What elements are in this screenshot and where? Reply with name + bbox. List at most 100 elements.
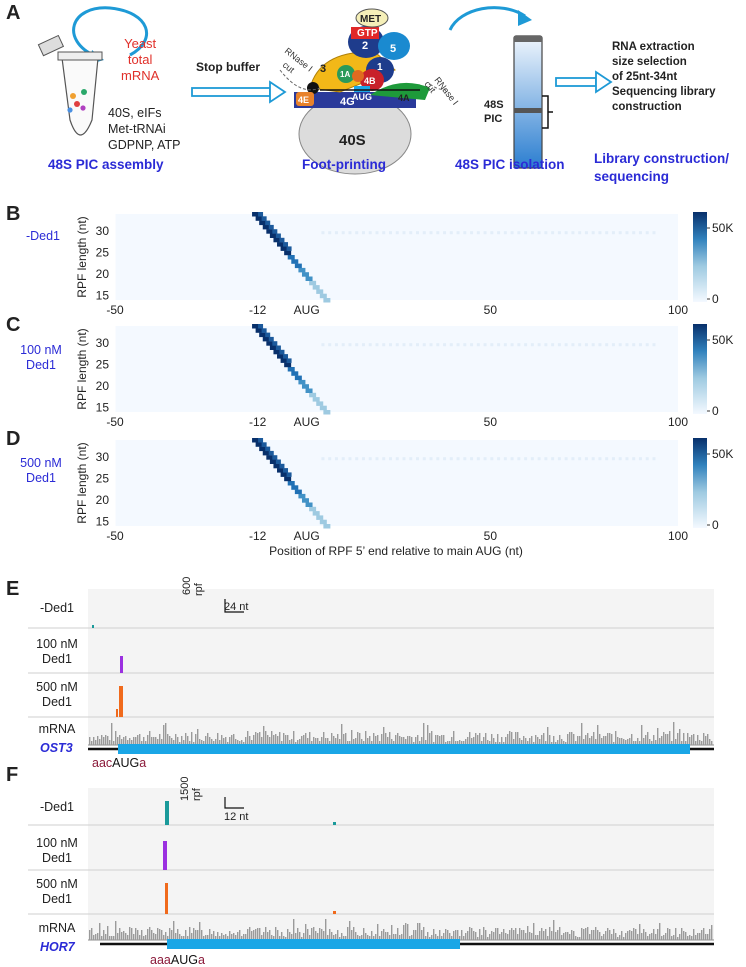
heatmap-cell [524,343,528,347]
step4-title-line2: sequencing [594,169,670,184]
coverage-bar [395,934,397,940]
x-tick-label: 50 [484,303,498,317]
heatmap-cell [298,267,306,273]
heatmap-cell [252,438,260,443]
heatmap-cell [605,231,609,235]
coverage-bar [457,930,459,940]
coverage-bar [275,734,277,745]
heatmap-cell [463,343,467,347]
heatmap-cell [294,489,302,495]
heatmap-cell [530,343,534,347]
coverage-bar [201,930,203,940]
coverage-bar [159,929,161,940]
heatmap-cell [301,272,309,277]
step3-title: 48S PIC isolation [455,157,565,172]
coverage-bar [471,928,473,940]
coverage-bar [133,934,135,940]
coverage-bar [297,740,299,745]
coverage-bar [255,929,257,940]
track-e-ded1-500-label-line2: Ded1 [42,695,72,709]
y-tick-label: 20 [96,267,110,281]
coverage-bar [467,737,469,745]
heatmap-cell [321,457,325,461]
coverage-bar [207,733,209,745]
heatmap-cell [517,231,521,235]
label-f5: 5 [390,43,396,55]
coverage-bar [105,934,107,940]
coverage-bar [381,734,383,745]
coverage-bar [329,929,331,940]
track-background [88,788,714,825]
arrow-to-library [555,70,613,94]
heatmap-cell [272,341,278,346]
coverage-bar [355,932,357,940]
heatmap-cell [605,457,609,461]
coverage-bar [677,733,679,745]
heatmap-cell [449,231,453,235]
coverage-bar [421,930,423,940]
coverage-bar [89,930,91,940]
y-tick-label: 20 [96,493,110,507]
coverage-bar [387,932,389,940]
heatmap-cell [395,231,399,235]
heatmap-cell [309,506,317,512]
heatmap-cell [618,231,622,235]
label-aug-complex: AUG [352,92,372,102]
context-e-post: a [139,756,147,770]
heatmap-cell [409,231,413,235]
coverage-bar [235,739,237,745]
coverage-bar [387,737,389,745]
x-tick-label: AUG [294,303,320,317]
coverage-bar [485,733,487,745]
coverage-bar [597,725,599,745]
heatmap-cell [422,343,426,347]
panel-a-letter: A [6,2,21,24]
coverage-bar [409,736,411,745]
coverage-bar [627,739,629,745]
coverage-bar [567,734,569,745]
heatmap-cell [348,343,352,347]
x-tick-label: AUG [294,529,320,543]
scale-f-x: 12 nt [224,811,249,823]
coverage-bar [599,932,601,940]
coverage-bar [691,735,693,745]
heatmap-cell [287,367,295,372]
coverage-bar [643,738,645,745]
coverage-bar [233,734,235,745]
signal-peak [163,841,167,870]
coverage-bar [241,936,243,940]
coverage-bar [495,928,497,940]
coverage-bar [255,732,257,745]
coverage-bar [657,929,659,940]
heatmap-2: 30 25 20 15 RPF length (nt) -50 -12 AUG 50 100 50K… [75,438,733,543]
heatmap-cell [476,457,480,461]
coverage-bar [339,739,341,745]
colorbar-tick-max: 50K [712,447,733,461]
coverage-bar [541,735,543,745]
coverage-bar [135,928,137,940]
track-e-mrna-label: mRNA [28,722,86,737]
mrna-label: mRNA [121,68,160,83]
scale-e-unit-value: rpf [193,583,205,596]
coverage-bar [483,737,485,745]
track-e-ded1-500-label-line1: 500 nM [36,680,78,694]
heatmap-cell [341,231,345,235]
coverage-bar [705,736,707,745]
heatmap-cell [402,343,406,347]
coverage-bar [495,742,497,745]
coverage-bar [459,936,461,940]
coverage-bar [155,934,157,940]
heatmap-cell [429,343,433,347]
heatmap-cell [416,457,420,461]
heatmap-cell [341,457,345,461]
gradient-label-1: 48S [484,99,504,111]
coverage-bar [215,739,217,745]
heatmap-cell [305,388,313,393]
heatmap-cell [287,481,295,486]
coverage-bar [461,741,463,745]
coverage-bar [301,736,303,745]
coverage-bar [593,930,595,940]
signal-peak [120,656,123,673]
coverage-bar [265,927,267,940]
coverage-bar [185,930,187,940]
